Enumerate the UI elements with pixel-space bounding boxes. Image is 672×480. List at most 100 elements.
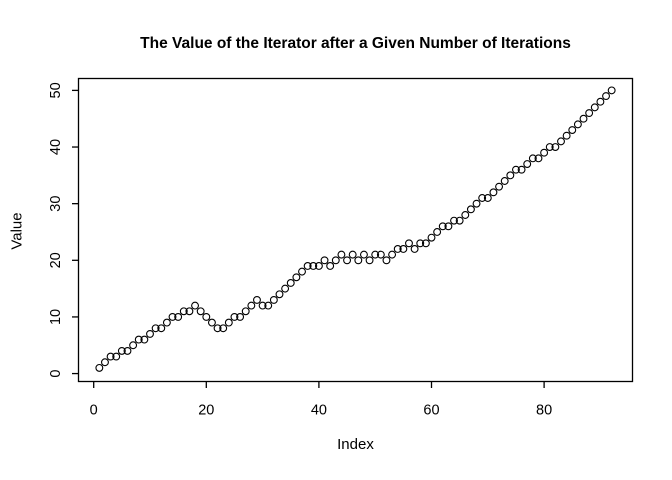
data-point [134, 335, 143, 344]
x-axis-label: Index [337, 436, 374, 453]
y-tick-label: 40 [48, 139, 64, 155]
data-point [202, 312, 211, 321]
data-point [506, 171, 515, 180]
data-point [112, 352, 121, 361]
data-point [450, 216, 458, 225]
data-point [275, 290, 284, 299]
data-point [590, 103, 599, 112]
data-point [466, 205, 475, 214]
data-point [213, 324, 222, 333]
data-point [230, 312, 239, 321]
data-point [337, 250, 346, 259]
data-point [303, 262, 312, 270]
data-point [438, 222, 447, 231]
data-point [421, 239, 430, 248]
data-point [579, 114, 588, 123]
y-tick-label: 0 [48, 370, 64, 378]
data-point [343, 256, 352, 265]
data-point [512, 165, 520, 174]
data-point [264, 301, 273, 310]
data-point [545, 143, 554, 151]
data-point [528, 154, 537, 163]
data-point [168, 312, 177, 321]
data-point [281, 284, 290, 293]
data-point [326, 262, 335, 270]
plot-border [77, 77, 634, 383]
data-point [371, 250, 380, 259]
data-point [483, 194, 492, 202]
data-point [320, 256, 329, 265]
data-point [219, 324, 228, 333]
data-point [602, 92, 610, 101]
data-point [253, 295, 261, 304]
data-point [472, 199, 481, 208]
data-point [359, 250, 368, 259]
y-tick-label: 20 [48, 252, 64, 268]
data-point [331, 256, 340, 265]
data-point [478, 194, 487, 202]
data-point [247, 301, 256, 310]
data-point [376, 250, 385, 259]
data-point [151, 324, 160, 333]
data-point [95, 363, 104, 372]
data-point [489, 188, 498, 197]
data-point [191, 301, 199, 310]
data-point [433, 228, 442, 236]
data-point [292, 273, 301, 282]
data-point [258, 301, 267, 310]
x-tick-label: 40 [311, 403, 327, 419]
data-point [393, 245, 402, 253]
data-point [185, 307, 194, 316]
data-point [140, 335, 149, 344]
data-point [236, 312, 245, 321]
data-point [348, 250, 357, 259]
data-point [269, 295, 278, 304]
data-point [573, 120, 582, 129]
y-tick-label: 30 [48, 196, 64, 212]
data-point [388, 250, 397, 259]
data-point [117, 346, 126, 355]
data-point [146, 329, 154, 338]
chart-title: The Value of the Iterator after a Given … [140, 35, 571, 52]
data-point [607, 86, 616, 95]
data-point [382, 256, 391, 265]
data-point [557, 137, 565, 146]
data-point [562, 131, 571, 140]
data-point [495, 182, 504, 191]
data-point [416, 239, 425, 248]
data-point [123, 346, 132, 355]
data-point [585, 109, 594, 117]
data-point [534, 154, 543, 163]
data-point [365, 256, 374, 265]
data-point [157, 324, 166, 333]
data-point [500, 177, 509, 185]
x-tick-label: 80 [536, 403, 552, 419]
data-point [207, 318, 216, 327]
data-point [523, 160, 532, 168]
data-point [314, 262, 323, 270]
data-point [405, 239, 413, 248]
data-point [568, 126, 577, 134]
data-point [309, 262, 318, 270]
data-point [101, 358, 109, 367]
y-tick-label: 50 [48, 82, 64, 98]
x-tick-label: 20 [198, 403, 214, 419]
data-point [286, 279, 295, 287]
data-point [106, 352, 115, 361]
x-tick-label: 0 [90, 403, 98, 419]
data-point [455, 216, 464, 225]
data-point [354, 256, 363, 265]
data-point [427, 233, 436, 242]
data-point [410, 245, 419, 253]
data-point [444, 222, 453, 231]
data-point [298, 267, 306, 276]
data-point [399, 245, 408, 253]
x-tick-label: 60 [423, 403, 439, 419]
data-point [162, 318, 171, 327]
data-point [596, 97, 605, 106]
data-point [179, 307, 188, 316]
data-point [461, 211, 470, 219]
data-point [551, 143, 560, 151]
